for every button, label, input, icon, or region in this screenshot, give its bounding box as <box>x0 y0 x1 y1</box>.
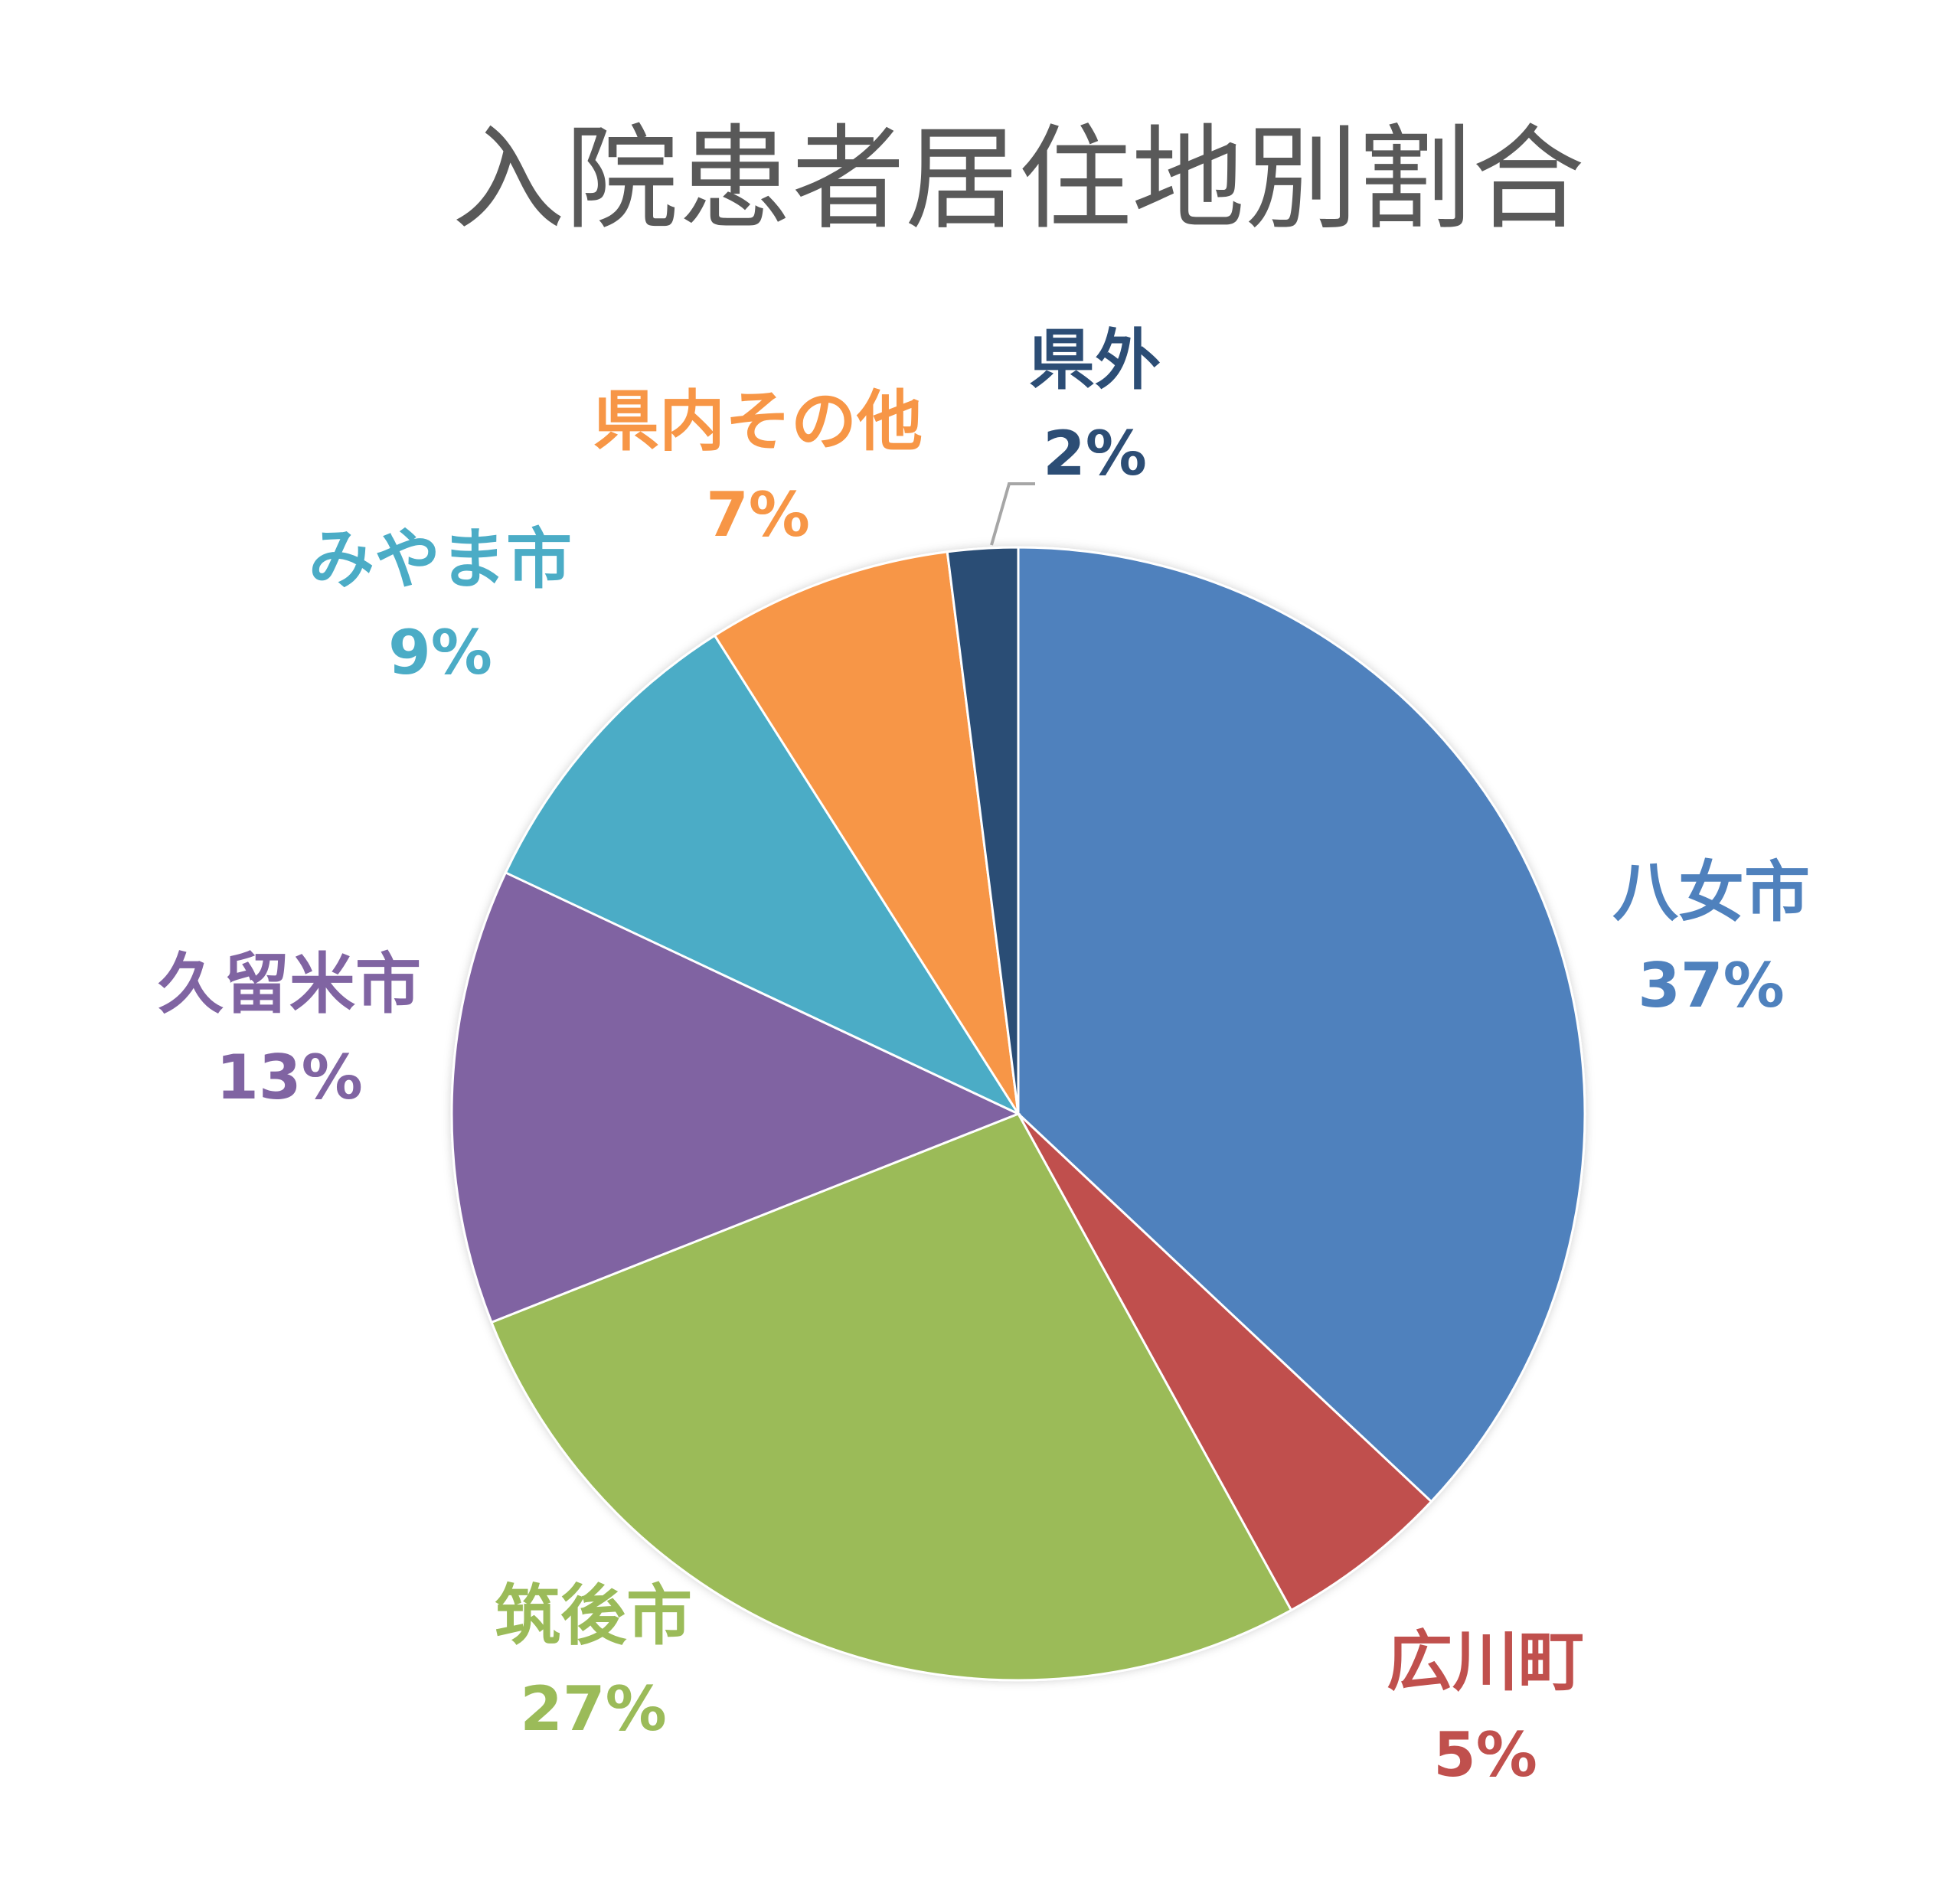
slice-value-label: 37% <box>1638 950 1784 1021</box>
leader-lines <box>990 482 1035 546</box>
pie-slice <box>713 550 1020 1115</box>
leader-line <box>990 482 1035 546</box>
chart-title: 入院患者居住地別割合 <box>452 113 1585 245</box>
pie-slices <box>450 546 1586 1682</box>
pie-slice <box>946 546 1020 1115</box>
pie-slice <box>490 1112 1293 1682</box>
slice-value-label: 9% <box>388 617 492 688</box>
slice-label: みやま市 <box>309 521 572 598</box>
slice-value-label: 2% <box>1043 418 1147 489</box>
pie-slice <box>1017 1112 1433 1612</box>
slice-value-label: 27% <box>520 1673 666 1745</box>
slice-value-label: 5% <box>1433 1719 1537 1790</box>
slice-labels: 八女市 37% 広川町 5% 筑後市 27% 久留米市 13% みやま市 9% 県内その他 7% 県外 2… <box>158 322 1810 1790</box>
slice-label: 筑後市 <box>495 1578 692 1654</box>
pie-slice <box>504 634 1022 1117</box>
slice-label: 広川町 <box>1387 1624 1584 1700</box>
slice-value-label: 13% <box>216 1042 362 1113</box>
slice-label: 県外 <box>1029 322 1161 399</box>
pie-slice <box>450 870 1021 1324</box>
slice-value-label: 7% <box>706 479 810 550</box>
slice-label: 八女市 <box>1612 854 1810 931</box>
slice-label: 県内その他 <box>593 384 923 460</box>
slice-label: 久留米市 <box>158 946 421 1023</box>
pie-slice <box>1017 546 1586 1503</box>
